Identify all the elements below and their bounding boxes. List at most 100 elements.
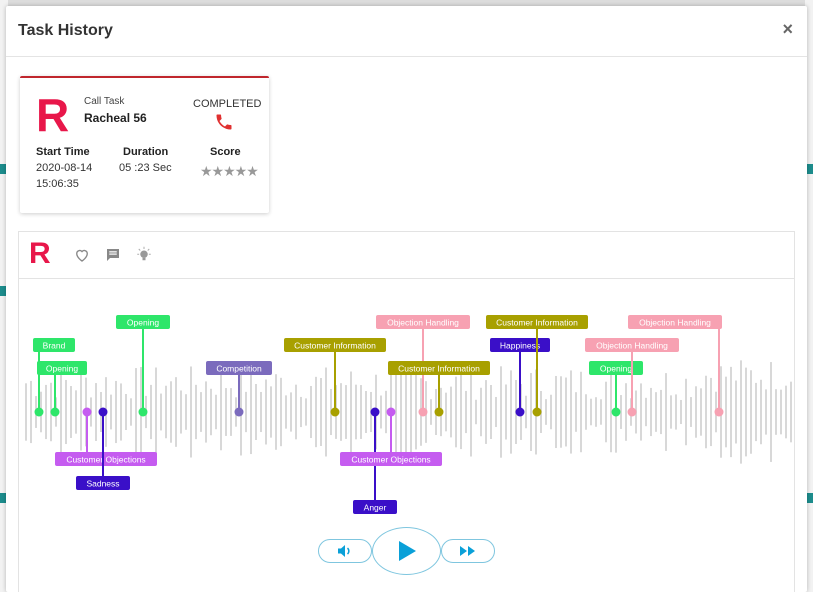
waveform-bar xyxy=(205,381,207,443)
marker-dot[interactable] xyxy=(627,407,637,417)
marker-dot[interactable] xyxy=(234,407,244,417)
marker-tag[interactable] xyxy=(37,361,87,375)
emotion-marker[interactable]: Happiness xyxy=(490,338,550,417)
waveform-bar xyxy=(270,386,272,438)
emotion-marker[interactable]: Customer Objections xyxy=(340,407,442,467)
waveform-bar xyxy=(340,383,342,441)
marker-tag[interactable] xyxy=(206,361,272,375)
waveform-bar xyxy=(780,389,782,435)
waveform-bar xyxy=(165,385,167,439)
waveform-bar xyxy=(80,373,82,451)
marker-tag[interactable] xyxy=(585,338,679,352)
marker-dot[interactable] xyxy=(98,407,108,417)
waveform-bar xyxy=(265,379,267,445)
emotion-marker[interactable]: Customer Information xyxy=(284,338,386,417)
emotion-marker[interactable]: Customer Information xyxy=(388,361,490,417)
waveform-bar xyxy=(355,384,357,440)
marker-dot[interactable] xyxy=(138,407,148,417)
marker-tag[interactable] xyxy=(486,315,588,329)
marker-tag[interactable] xyxy=(284,338,386,352)
marker-tag[interactable] xyxy=(376,315,470,329)
marker-dot[interactable] xyxy=(370,407,380,417)
marker-dot[interactable] xyxy=(50,407,60,417)
waveform-bar xyxy=(200,392,202,432)
waveform-bar xyxy=(565,377,567,447)
waveform-bar xyxy=(790,381,792,443)
marker-dot[interactable] xyxy=(82,407,92,417)
marker-tag[interactable] xyxy=(388,361,490,375)
task-card[interactable]: R Call Task Racheal 56 COMPLETED Start T… xyxy=(20,76,269,213)
marker-dot[interactable] xyxy=(434,407,444,417)
waveform-bar xyxy=(610,371,612,453)
marker-dot[interactable] xyxy=(330,407,340,417)
player-toolbar: R xyxy=(19,232,794,279)
marker-tag[interactable] xyxy=(33,338,75,352)
marker-tag[interactable] xyxy=(76,476,130,490)
waveform-bar xyxy=(65,379,67,445)
emotion-marker[interactable]: Sadness xyxy=(76,407,130,491)
waveform-bar xyxy=(290,392,292,432)
emotion-marker[interactable]: Objection Handling xyxy=(628,315,724,417)
marker-tag[interactable] xyxy=(340,452,442,466)
waveform-bar xyxy=(760,379,762,445)
marker-tag[interactable] xyxy=(353,500,397,514)
waveform-bar xyxy=(725,376,727,448)
waveform-bar xyxy=(415,374,417,450)
bulb-icon[interactable] xyxy=(135,246,153,264)
emotion-marker[interactable]: Customer Objections xyxy=(55,407,157,467)
emotion-marker[interactable]: Opening xyxy=(589,361,643,417)
marker-tag[interactable] xyxy=(628,315,722,329)
marker-label: Competition xyxy=(216,364,262,374)
waveform-bar xyxy=(245,391,247,433)
task-type: Call Task xyxy=(84,96,125,107)
waveform-bar xyxy=(275,374,277,450)
marker-dot[interactable] xyxy=(386,407,396,417)
emotion-marker[interactable]: Opening xyxy=(37,361,87,417)
task-name: Racheal 56 xyxy=(84,111,147,125)
marker-tag[interactable] xyxy=(116,315,170,329)
start-time-label: Start Time xyxy=(36,146,90,158)
waveform-bar xyxy=(675,394,677,430)
marker-label: Brand xyxy=(43,341,66,351)
waveform-bar xyxy=(75,390,77,434)
waveform-bar xyxy=(325,367,327,457)
waveform-bar xyxy=(385,390,387,434)
marker-dot[interactable] xyxy=(418,407,428,417)
heart-icon[interactable] xyxy=(73,246,91,264)
waveform-bar xyxy=(480,387,482,437)
marker-dot[interactable] xyxy=(532,407,542,417)
waveform-bar xyxy=(350,371,352,453)
waveform-bar xyxy=(500,366,502,458)
emotion-marker[interactable]: Competition xyxy=(206,361,272,417)
close-button[interactable]: × xyxy=(782,19,793,39)
waveform-bar xyxy=(195,384,197,440)
waveform-bar xyxy=(645,397,647,427)
waveform-bar xyxy=(570,370,572,454)
emotion-marker[interactable]: Customer Information xyxy=(486,315,588,417)
start-date: 2020-08-14 xyxy=(36,162,93,174)
marker-label: Objection Handling xyxy=(387,318,459,328)
waveform-bar xyxy=(180,390,182,434)
emotion-marker[interactable]: Objection Handling xyxy=(376,315,470,417)
fast-forward-button[interactable] xyxy=(441,539,495,563)
marker-dot[interactable] xyxy=(34,407,44,417)
comment-icon[interactable] xyxy=(104,246,122,264)
marker-dot[interactable] xyxy=(714,407,724,417)
emotion-marker[interactable]: Objection Handling xyxy=(585,338,679,417)
marker-tag[interactable] xyxy=(490,338,550,352)
waveform-bar xyxy=(30,380,32,444)
waveform-bar xyxy=(295,384,297,440)
play-button[interactable] xyxy=(372,527,441,575)
marker-tag[interactable] xyxy=(55,452,157,466)
marker-tag[interactable] xyxy=(589,361,643,375)
audio-waveform[interactable]: Brand Opening Customer Objections Sadness Op… xyxy=(19,232,794,592)
emotion-marker[interactable]: Opening xyxy=(116,315,170,417)
marker-label: Customer Information xyxy=(496,318,578,328)
waveform-bar xyxy=(460,374,462,450)
marker-dot[interactable] xyxy=(515,407,525,417)
task-history-modal: Task History × R Call Task Racheal 56 CO… xyxy=(6,6,807,592)
waveform-bar xyxy=(705,375,707,449)
volume-button[interactable] xyxy=(318,539,372,563)
marker-dot[interactable] xyxy=(611,407,621,417)
backdrop-marker xyxy=(807,493,813,503)
